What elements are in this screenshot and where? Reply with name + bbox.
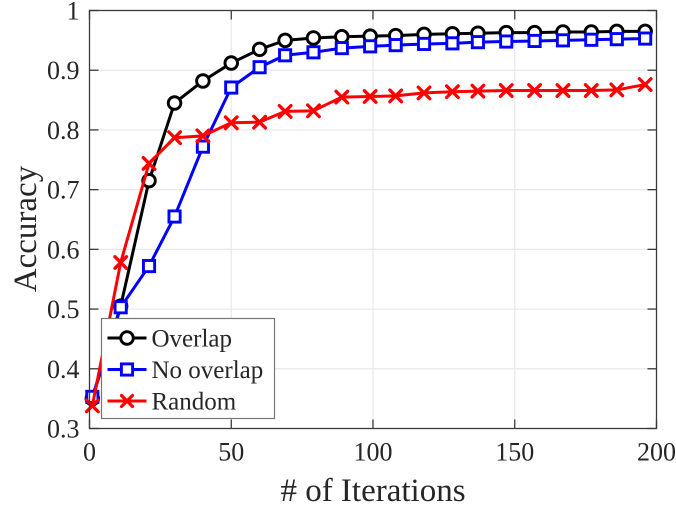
marker-square: [470, 35, 485, 50]
marker-square: [363, 39, 378, 54]
marker-square: [195, 139, 210, 154]
legend-label: Random: [152, 389, 237, 416]
marker-x: [306, 103, 321, 119]
y-tick-label: 1: [67, 0, 80, 26]
marker-square: [306, 45, 321, 60]
x-tick-label: 200: [637, 438, 676, 467]
marker-square: [141, 259, 157, 274]
marker-square: [638, 31, 653, 46]
legend-entry-random: Random: [107, 389, 237, 416]
marker-circle: [195, 73, 211, 89]
marker-x: [470, 83, 486, 99]
marker-circle: [166, 95, 183, 111]
series-no-overlap: [85, 31, 653, 404]
legend-label: No overlap: [152, 357, 264, 384]
marker-x: [113, 255, 129, 270]
marker-circle: [223, 55, 239, 71]
y-tick-label: 0.5: [47, 295, 80, 324]
marker-circle: [251, 41, 268, 58]
marker-x: [223, 115, 239, 131]
marker-x: [609, 82, 625, 98]
marker-x: [583, 83, 599, 98]
marker-square: [555, 33, 570, 48]
marker-x: [84, 398, 100, 414]
x-tick-label: 50: [218, 438, 244, 467]
marker-x: [388, 88, 404, 104]
marker-square: [445, 36, 460, 51]
marker-x: [195, 128, 211, 144]
marker-x: [555, 83, 571, 98]
y-axis-label: Accuracy: [8, 165, 44, 292]
marker-square: [609, 32, 624, 47]
marker-square: [584, 32, 599, 47]
legend-marker-x: [119, 393, 135, 409]
marker-square: [252, 60, 267, 75]
marker-square: [167, 209, 182, 224]
marker-square: [388, 38, 403, 53]
marker-square: [499, 34, 514, 49]
tick-label-layer: 0 50 100 150 200 0.3 0.4 0.5 0.6 0.7 0.8 0.9 1: [47, 0, 676, 467]
y-tick-label: 0.3: [47, 415, 80, 444]
legend-label: Overlap: [152, 326, 233, 353]
legend-entry-overlap: Overlap: [107, 326, 233, 353]
marker-x: [498, 83, 514, 98]
x-tick-label: 0: [83, 438, 96, 467]
marker-square: [334, 41, 349, 56]
marker-square: [224, 80, 239, 95]
marker-square: [527, 33, 542, 49]
marker-x: [252, 114, 268, 130]
marker-circle: [305, 30, 322, 46]
y-tick-label: 0.9: [47, 56, 80, 85]
x-tick-label: 150: [495, 438, 534, 467]
marker-square: [416, 36, 432, 51]
marker-x: [141, 155, 157, 171]
y-tick-label: 0.6: [47, 235, 80, 264]
marker-x: [527, 83, 543, 98]
y-tick-label: 0.8: [47, 116, 80, 145]
marker-x: [167, 130, 182, 146]
legend-entry-no-overlap: No overlap: [107, 357, 264, 384]
marker-square: [113, 300, 128, 315]
legend-marker-circle: [119, 330, 135, 346]
y-tick-label: 0.4: [47, 355, 80, 384]
y-tick-label: 0.7: [47, 176, 80, 205]
marker-square: [278, 48, 293, 63]
tick-layer: [88, 9, 658, 430]
legend-marker-square: [119, 362, 135, 377]
x-tick-label: 100: [354, 438, 393, 467]
legend: Overlap No overlap Random: [100, 317, 276, 420]
marker-x: [416, 85, 432, 101]
marker-circle: [277, 32, 293, 49]
marker-x: [637, 77, 653, 92]
series-layer: [84, 23, 653, 414]
marker-x: [334, 89, 350, 105]
marker-x: [362, 89, 378, 104]
series-random: [84, 77, 653, 414]
marker-x: [444, 84, 460, 100]
x-axis-label: # of Iterations: [280, 473, 465, 509]
marker-x: [277, 103, 293, 119]
